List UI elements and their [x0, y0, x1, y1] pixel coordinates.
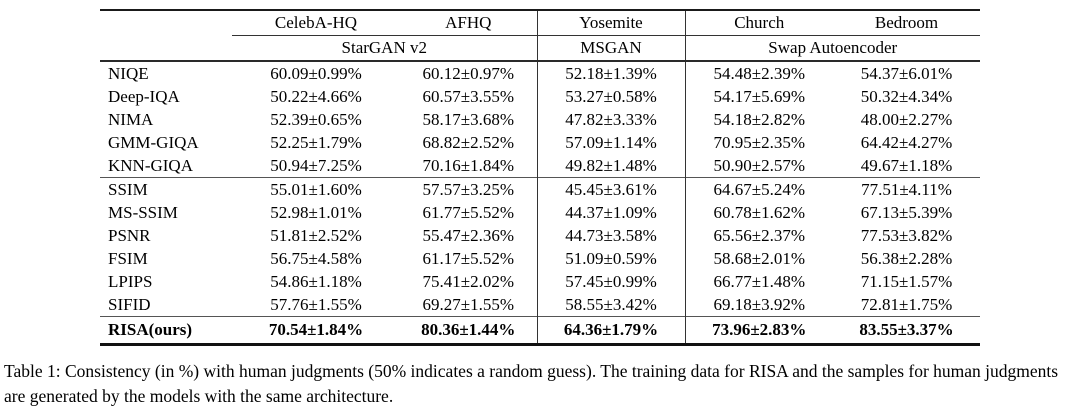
table-row: SSIM 55.01±1.60% 57.57±3.25% 45.45±3.61% 64.… [100, 177, 980, 201]
value-cell: 73.96±2.83% [684, 316, 833, 346]
dataset-header-yosemite: Yosemite [536, 9, 685, 36]
value-cell: 83.55±3.37% [833, 316, 980, 346]
value-cell: 70.16±1.84% [422, 156, 515, 175]
value-cell: 60.57±3.55% [422, 87, 515, 106]
table-row: NIMA 52.39±0.65% 58.17±3.68% 47.82±3.33% 54.… [100, 108, 980, 131]
value-cell: 52.39±0.65% [270, 110, 362, 129]
value-cell: 69.18±3.92% [684, 293, 833, 317]
value-cell: 50.32±4.34% [860, 87, 953, 106]
value-cell: 72.81±1.75% [860, 295, 953, 314]
metric-cell: NIQE [108, 64, 149, 83]
value-cell: 50.94±7.25% [270, 156, 362, 175]
metric-cell: GMM-GIQA [108, 133, 199, 152]
value-cell: 44.73±3.58% [536, 224, 685, 247]
value-cell: 70.95±2.35% [684, 131, 833, 154]
value-cell: 50.90±2.57% [684, 154, 833, 178]
value-cell: 65.56±2.37% [684, 224, 833, 247]
table-row: RISA(ours) 70.54±1.84% 80.36±1.44% 64.36±1.… [100, 316, 980, 346]
value-cell: 50.22±4.66% [270, 87, 362, 106]
table-row: GMM-GIQA 52.25±1.79% 68.82±2.52% 57.09±1.14… [100, 131, 980, 154]
value-cell: 57.57±3.25% [400, 177, 537, 201]
value-cell: 47.82±3.33% [536, 108, 685, 131]
value-cell: 57.76±1.55% [270, 295, 362, 314]
dataset-header-bedroom: Bedroom [833, 9, 980, 36]
value-cell: 64.42±4.27% [860, 133, 953, 152]
metric-cell: SSIM [100, 177, 232, 201]
model-header-msgan: MSGAN [536, 35, 685, 62]
value-cell: 56.75±4.58% [270, 249, 362, 268]
value-cell: 60.78±1.62% [684, 201, 833, 224]
value-cell: 54.18±2.82% [684, 108, 833, 131]
table-row: NIQE 60.09±0.99% 60.12±0.97% 52.18±1.39% 54.… [100, 61, 980, 85]
table-row: FSIM 56.75±4.58% 61.17±5.52% 51.09±0.59% 58.… [100, 247, 980, 270]
metric-cell: MS-SSIM [108, 203, 178, 222]
value-cell: 53.27±0.58% [536, 85, 685, 108]
model-header-row: StarGAN v2 MSGAN Swap Autoencoder [100, 35, 980, 62]
value-cell: 58.17±3.68% [422, 110, 515, 129]
value-cell: 77.53±3.82% [860, 226, 953, 245]
model-header-swap-autoencoder: Swap Autoencoder [684, 35, 980, 62]
metric-cell: KNN-GIQA [108, 156, 193, 175]
metric-cell: NIMA [108, 110, 154, 129]
header-stub-cell [100, 9, 232, 36]
value-cell: 57.09±1.14% [536, 131, 685, 154]
value-cell: 58.55±3.42% [536, 293, 685, 317]
dataset-header-afhq: AFHQ [400, 9, 537, 36]
metric-cell: Deep-IQA [108, 87, 180, 106]
value-cell: 45.45±3.61% [536, 177, 685, 201]
metric-cell: PSNR [108, 226, 151, 245]
value-cell: 54.37±6.01% [860, 64, 953, 83]
value-cell: 54.48±2.39% [684, 61, 833, 85]
value-cell: 61.17±5.52% [422, 249, 515, 268]
value-cell: 60.12±0.97% [422, 64, 515, 83]
value-cell: 51.81±2.52% [270, 226, 362, 245]
model-header-stargan-v2: StarGAN v2 [232, 35, 537, 62]
value-cell: 69.27±1.55% [422, 295, 515, 314]
value-cell: 49.82±1.48% [536, 154, 685, 178]
dataset-header-row: CelebA-HQ AFHQ Yosemite Church Bedroom [100, 9, 980, 36]
table-row: KNN-GIQA 50.94±7.25% 70.16±1.84% 49.82±1.48… [100, 154, 980, 178]
table-row: LPIPS 54.86±1.18% 75.41±2.02% 57.45±0.99% 66… [100, 270, 980, 293]
table-row: MS-SSIM 52.98±1.01% 61.77±5.52% 44.37±1.09%… [100, 201, 980, 224]
value-cell: 80.36±1.44% [400, 316, 537, 346]
value-cell: 52.98±1.01% [270, 203, 362, 222]
value-cell: 58.68±2.01% [684, 247, 833, 270]
metric-cell: FSIM [108, 249, 148, 268]
value-cell: 54.17±5.69% [684, 85, 833, 108]
paper-table-figure: CelebA-HQ AFHQ Yosemite Church Bedroom S… [0, 9, 1080, 410]
value-cell: 48.00±2.27% [860, 110, 953, 129]
table-row: SIFID 57.76±1.55% 69.27±1.55% 58.55±3.42% 69… [100, 293, 980, 317]
value-cell: 70.54±1.84% [232, 316, 400, 346]
table-row: PSNR 51.81±2.52% 55.47±2.36% 44.73±3.58% 65.… [100, 224, 980, 247]
metric-cell: SIFID [108, 295, 151, 314]
dataset-header-church: Church [684, 9, 833, 36]
value-cell: 64.67±5.24% [684, 177, 833, 201]
value-cell: 57.45±0.99% [536, 270, 685, 293]
value-cell: 55.01±1.60% [232, 177, 400, 201]
table-caption: Table 1: Consistency (in %) with human j… [4, 361, 1059, 406]
dataset-header-celeba-hq: CelebA-HQ [232, 9, 400, 36]
value-cell: 66.77±1.48% [684, 270, 833, 293]
value-cell: 44.37±1.09% [536, 201, 685, 224]
value-cell: 77.51±4.11% [833, 177, 980, 201]
value-cell: 71.15±1.57% [860, 272, 953, 291]
value-cell: 64.36±1.79% [536, 316, 685, 346]
value-cell: 56.38±2.28% [860, 249, 953, 268]
metric-cell: LPIPS [108, 272, 153, 291]
value-cell: 68.82±2.52% [422, 133, 515, 152]
value-cell: 55.47±2.36% [422, 226, 515, 245]
value-cell: 54.86±1.18% [270, 272, 362, 291]
value-cell: 61.77±5.52% [422, 203, 515, 222]
value-cell: 51.09±0.59% [536, 247, 685, 270]
header-stub-cell [100, 35, 232, 62]
value-cell: 67.13±5.39% [860, 203, 953, 222]
value-cell: 75.41±2.02% [422, 272, 515, 291]
results-table: CelebA-HQ AFHQ Yosemite Church Bedroom S… [100, 9, 980, 346]
table-row: Deep-IQA 50.22±4.66% 60.57±3.55% 53.27±0.58… [100, 85, 980, 108]
value-cell: 60.09±0.99% [270, 64, 362, 83]
value-cell: 49.67±1.18% [860, 156, 953, 175]
value-cell: 52.25±1.79% [270, 133, 362, 152]
value-cell: 52.18±1.39% [536, 61, 685, 85]
metric-cell: RISA(ours) [100, 316, 232, 346]
